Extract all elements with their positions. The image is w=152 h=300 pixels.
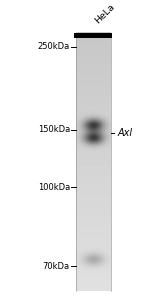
Text: 70kDa: 70kDa (43, 262, 70, 271)
Text: HeLa: HeLa (93, 2, 117, 26)
Text: Axl: Axl (117, 128, 132, 138)
Text: 150kDa: 150kDa (38, 125, 70, 134)
Text: 100kDa: 100kDa (38, 183, 70, 192)
Bar (74, 33, 112, 38)
Text: 250kDa: 250kDa (38, 43, 70, 52)
